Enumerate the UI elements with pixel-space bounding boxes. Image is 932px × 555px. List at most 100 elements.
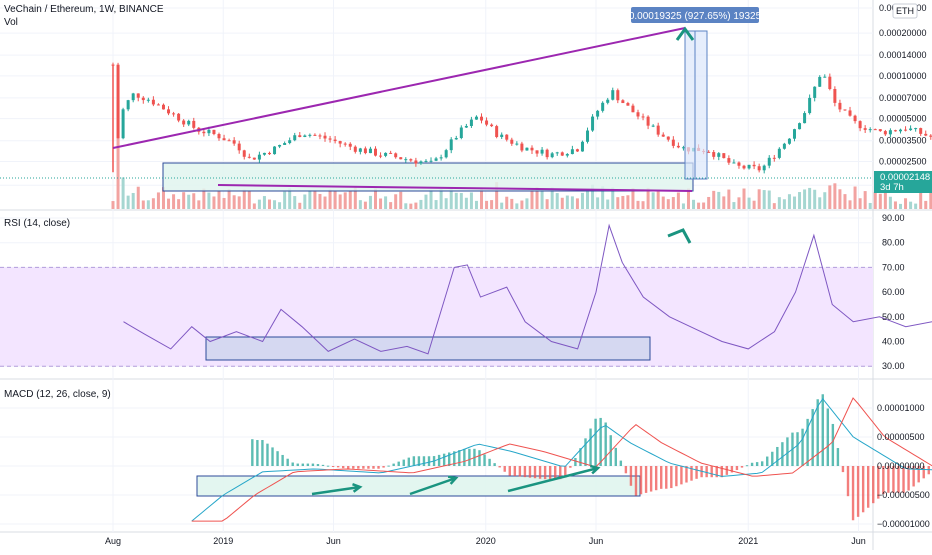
macd-histogram-bar	[736, 466, 738, 470]
candle-body	[202, 132, 205, 133]
volume-bar	[490, 200, 493, 209]
volume-bar	[707, 197, 710, 209]
volume-bar	[278, 202, 281, 209]
candle-body	[879, 129, 882, 131]
macd-histogram-bar	[539, 466, 541, 479]
macd-histogram-bar	[438, 455, 440, 466]
volume-bar	[172, 194, 175, 209]
macd-histogram-bar	[463, 449, 465, 466]
macd-histogram-bar	[857, 466, 859, 517]
macd-histogram-bar	[498, 466, 500, 467]
volume-bar	[384, 196, 387, 209]
candle-body	[172, 113, 175, 114]
volume-bar	[672, 197, 675, 209]
rsi-axis-tick: 70.00	[882, 262, 905, 272]
volume-bar	[914, 204, 917, 209]
volume-bar	[899, 204, 902, 209]
candle-body	[631, 106, 634, 113]
volume-bar	[737, 197, 740, 209]
candle-body	[581, 142, 584, 152]
macd-histogram-bar	[660, 466, 662, 489]
time-axis-tick: Jun	[589, 536, 604, 546]
candle-body	[334, 140, 337, 141]
candle-body	[470, 120, 473, 126]
candle-body	[914, 128, 917, 129]
volume-bar	[581, 193, 584, 209]
macd-histogram-bar	[322, 465, 324, 466]
candle-body	[440, 157, 443, 158]
volume-bar	[788, 194, 791, 209]
candle-body	[218, 134, 221, 138]
price-axis-tick: 0.00020000	[879, 28, 927, 38]
macd-histogram-bar	[357, 466, 359, 469]
candle-body	[233, 140, 236, 143]
macd-histogram-bar	[443, 454, 445, 466]
macd-histogram-bar	[307, 464, 309, 466]
volume-bar	[818, 197, 821, 209]
volume-bar	[849, 200, 852, 209]
macd-histogram-bar	[711, 466, 713, 477]
candle-body	[919, 128, 922, 134]
time-axis-tick: Jun	[326, 536, 341, 546]
macd-histogram-bar	[509, 466, 511, 476]
candle-body	[359, 148, 362, 151]
candle-body	[394, 153, 397, 157]
candle-body	[207, 130, 210, 133]
candle-body	[157, 104, 160, 105]
candles	[112, 63, 932, 177]
volume-bar	[753, 201, 756, 209]
candle-body	[556, 152, 559, 153]
price-axis-tick: 0.00003500	[879, 136, 927, 146]
candle-body	[647, 117, 650, 126]
macd-axis-tick: 0.00000000	[877, 461, 925, 471]
macd-axis-tick: −0.00000500	[877, 490, 930, 500]
candle-body	[389, 153, 392, 154]
macd-histogram-bar	[362, 466, 364, 469]
candle-body	[263, 153, 266, 155]
candle-body	[132, 93, 135, 100]
last-price-countdown: 3d 7h	[880, 182, 904, 193]
volume-bar	[677, 192, 680, 209]
macd-histogram-bar	[367, 466, 369, 469]
candle-body	[324, 136, 327, 139]
volume-bar	[273, 200, 276, 209]
volume-bar	[430, 190, 433, 209]
candle-body	[490, 125, 493, 126]
macd-histogram-bar	[837, 448, 839, 466]
macd-histogram-bar	[801, 429, 803, 466]
candle-body	[117, 65, 120, 139]
candle-body	[743, 166, 746, 169]
candle-body	[182, 121, 185, 125]
volume-bar	[763, 190, 766, 209]
macd-histogram-bar	[347, 466, 349, 469]
volume-bar	[127, 196, 130, 209]
macd-histogram-bar	[286, 459, 288, 466]
volume-bar	[344, 192, 347, 209]
rsi-label: RSI (14, close)	[4, 218, 70, 229]
candle-body	[419, 161, 422, 163]
candle-body	[278, 145, 281, 147]
macd-histogram-bar	[478, 450, 480, 466]
candle-body	[672, 140, 675, 146]
volume-bar	[419, 200, 422, 209]
candle-body	[727, 158, 730, 163]
macd-histogram-bar	[468, 449, 470, 466]
macd-histogram-bar	[504, 466, 506, 472]
candle-body	[894, 130, 897, 131]
volume-bar	[187, 195, 190, 209]
macd-histogram-bar	[292, 463, 294, 466]
volume-bar	[904, 198, 907, 209]
volume-bar	[152, 198, 155, 209]
candle-body	[546, 150, 549, 157]
volume-bar	[212, 196, 215, 209]
volume-bar	[803, 189, 806, 209]
macd-histogram-bar	[387, 466, 389, 467]
candle-body	[450, 139, 453, 150]
candle-body	[682, 147, 685, 148]
candle-body	[611, 90, 614, 100]
volume-bar	[465, 198, 468, 209]
volume-bar	[298, 203, 301, 209]
candle-body	[763, 166, 766, 171]
volume-bar	[909, 202, 912, 209]
